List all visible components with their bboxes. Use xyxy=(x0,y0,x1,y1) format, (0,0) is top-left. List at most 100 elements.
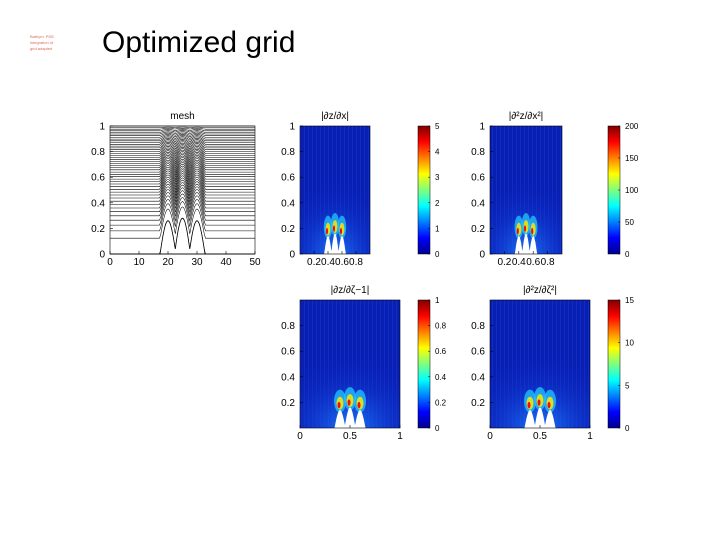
x-tick-label: 0.4 xyxy=(512,257,526,268)
mesh-line xyxy=(110,137,255,143)
colorbar-tick-label: 0.2 xyxy=(435,398,447,407)
colorbar-tick-label: 3 xyxy=(435,173,440,182)
bathymetry-bump xyxy=(490,407,590,428)
colorbar-tick-label: 0 xyxy=(435,424,440,433)
mesh-line xyxy=(110,151,255,162)
y-tick-label: 0.6 xyxy=(471,347,485,358)
mesh-line xyxy=(110,173,255,193)
mesh-line xyxy=(110,152,255,164)
mesh-line xyxy=(110,158,255,173)
colorbar-tick-label: 0.8 xyxy=(435,322,447,331)
x-tick-label: 0.8 xyxy=(349,257,363,268)
mesh-line xyxy=(110,128,255,130)
chart-title: |∂²z/∂ζ²| xyxy=(523,285,557,296)
mesh-line xyxy=(110,197,255,226)
mesh-line xyxy=(110,130,255,133)
y-tick-label: 0.4 xyxy=(281,198,295,209)
y-tick-label: 0.8 xyxy=(471,147,485,158)
y-tick-label: 0.4 xyxy=(91,198,105,209)
colorbar-tick-label: 100 xyxy=(625,186,639,195)
chart-title: mesh xyxy=(170,111,194,122)
y-tick-label: 0 xyxy=(479,250,485,261)
mesh-line xyxy=(110,187,255,212)
x-tick-label: 1 xyxy=(397,431,403,442)
heatmap-hotspot xyxy=(523,225,527,232)
y-tick-label: 0.2 xyxy=(471,398,485,409)
mesh-line xyxy=(110,131,255,135)
mesh-line xyxy=(110,182,255,205)
y-tick-label: 0.2 xyxy=(471,224,485,235)
colorbar-tick-label: 0.4 xyxy=(435,373,447,382)
colorbar-tick-label: 5 xyxy=(625,381,630,390)
heatmap-hotspot xyxy=(337,401,341,409)
axes-frame xyxy=(489,125,563,255)
mesh-line xyxy=(110,160,255,175)
colorbar-tick-label: 10 xyxy=(625,339,634,348)
mesh-line xyxy=(110,193,255,221)
mesh-line xyxy=(110,201,255,232)
y-tick-label: 0.4 xyxy=(281,372,295,383)
mesh-line xyxy=(110,177,255,199)
chart-panel: 0 5 10 15 |∂²z/∂ζ²| 0 0.5 1 0.2 0.4 0.6 0.8 xyxy=(471,285,634,442)
mesh-line xyxy=(110,126,255,128)
mesh-line xyxy=(110,179,255,202)
y-tick-label: 0.2 xyxy=(281,224,295,235)
x-tick-label: 50 xyxy=(249,257,261,268)
x-tick-label: 0.5 xyxy=(343,431,357,442)
x-tick-label: 30 xyxy=(191,257,203,268)
heatmap-hotspot xyxy=(516,227,519,235)
mesh-line xyxy=(110,144,255,152)
x-tick-label: 0.2 xyxy=(497,257,511,268)
colorbar-tick-label: 0 xyxy=(435,250,440,259)
y-tick-label: 0 xyxy=(99,250,105,261)
x-tick-label: 0.5 xyxy=(533,431,547,442)
colorbar-tick-label: 200 xyxy=(625,122,639,131)
mesh-line xyxy=(110,138,255,145)
colorbar xyxy=(417,299,431,429)
mesh-line xyxy=(110,149,255,160)
colorbar-tick-label: 1 xyxy=(435,296,440,305)
mesh-line xyxy=(110,206,255,239)
y-tick-label: 0.4 xyxy=(471,372,485,383)
x-tick-label: 40 xyxy=(220,257,232,268)
mesh-line xyxy=(110,184,255,209)
corner-note-line: integration of xyxy=(30,40,54,45)
colorbar-tick-label: 5 xyxy=(435,122,440,131)
chart-panel: 0 0.2 0.4 0.6 0.8 1 |∂z/∂ζ−1| 0 0.5 1 0.2 0.4 0.6 0.8 xyxy=(281,285,447,442)
mesh-line xyxy=(110,132,255,136)
mesh-line xyxy=(110,133,255,138)
mesh-line xyxy=(110,175,255,196)
colorbar-tick-label: 1 xyxy=(435,224,440,233)
mesh-line xyxy=(110,146,255,156)
colorbar xyxy=(417,125,431,255)
colorbar-tick-label: 0 xyxy=(625,250,630,259)
y-tick-label: 0.6 xyxy=(281,347,295,358)
corner-note-line: grid adapted xyxy=(30,46,53,51)
mesh-line xyxy=(110,129,255,132)
heatmap-hotspot xyxy=(339,227,343,235)
mesh-line xyxy=(110,140,255,147)
colorbar-tick-label: 50 xyxy=(625,218,634,227)
colorbar-tick-label: 150 xyxy=(625,154,639,163)
chart-panel: mesh 0 10 20 30 40 50 0 0.2 0.4 0.6 0.8 1 xyxy=(91,111,261,268)
mesh-line xyxy=(110,169,255,187)
bathymetry-bump xyxy=(300,233,370,254)
bathymetry-bump xyxy=(490,233,562,254)
heatmap-hotspot xyxy=(332,225,336,232)
mesh-line xyxy=(110,135,255,140)
y-tick-label: 0.2 xyxy=(281,398,295,409)
axes-frame xyxy=(299,125,371,255)
mesh-line xyxy=(110,136,255,142)
y-tick-label: 0.6 xyxy=(281,173,295,184)
heatmap-hotspot xyxy=(357,401,361,409)
corner-note-line: Bathym. PDE xyxy=(30,34,55,39)
colorbar-tick-label: 0.6 xyxy=(435,347,447,356)
y-tick-label: 0.8 xyxy=(281,321,295,332)
x-tick-label: 10 xyxy=(133,257,145,268)
y-tick-label: 1 xyxy=(99,122,105,133)
y-tick-label: 0.6 xyxy=(471,173,485,184)
chart-title: |∂z/∂ζ−1| xyxy=(331,285,370,296)
